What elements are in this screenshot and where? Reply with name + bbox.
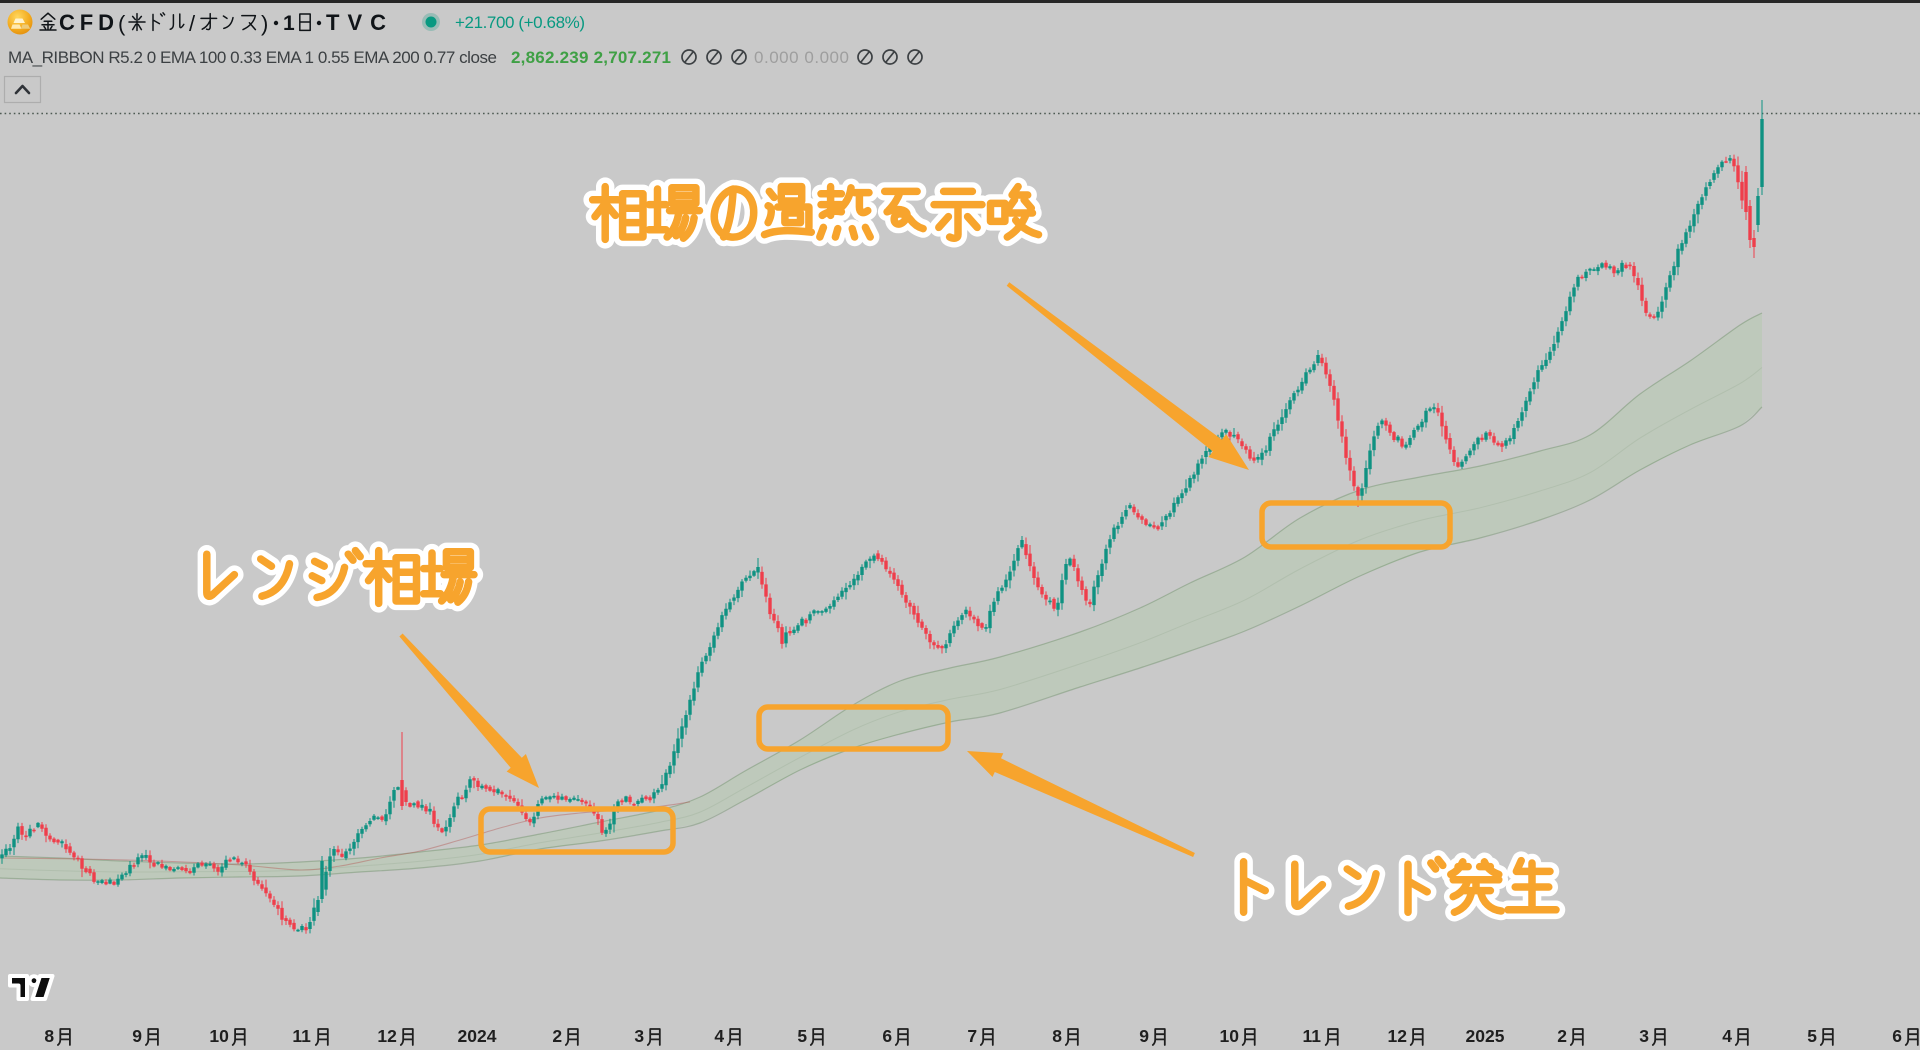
- svg-text:8: 8: [1052, 1026, 1062, 1046]
- svg-text:0.000 0.000: 0.000 0.000: [754, 48, 849, 67]
- svg-text:3: 3: [634, 1026, 644, 1046]
- svg-text:(: (: [118, 11, 126, 36]
- svg-text:6: 6: [882, 1026, 892, 1046]
- svg-text:8: 8: [44, 1026, 54, 1046]
- svg-text:5: 5: [1807, 1026, 1817, 1046]
- svg-text:4: 4: [714, 1026, 724, 1046]
- svg-text:4: 4: [1722, 1026, 1732, 1046]
- svg-text:): ): [261, 11, 268, 36]
- svg-text:5: 5: [797, 1026, 807, 1046]
- svg-text:CFD: CFD: [59, 10, 114, 35]
- svg-text:2,862.239 2,707.271: 2,862.239 2,707.271: [511, 48, 671, 67]
- svg-text:10: 10: [1220, 1026, 1240, 1046]
- svg-text:9: 9: [1139, 1026, 1149, 1046]
- svg-text:6: 6: [1892, 1026, 1902, 1046]
- svg-text:10: 10: [209, 1026, 229, 1046]
- svg-text:3: 3: [1639, 1026, 1649, 1046]
- svg-text:11: 11: [1303, 1026, 1322, 1046]
- svg-text:TVC: TVC: [326, 10, 386, 35]
- svg-text:2: 2: [552, 1026, 562, 1046]
- svg-text:+21.700 (+0.68%): +21.700 (+0.68%): [455, 13, 585, 32]
- svg-text:2024: 2024: [458, 1026, 497, 1046]
- svg-text:11: 11: [292, 1026, 311, 1046]
- svg-text:2: 2: [1557, 1026, 1567, 1046]
- svg-text:7: 7: [967, 1026, 977, 1046]
- svg-text:12: 12: [1388, 1026, 1408, 1046]
- svg-text:2025: 2025: [1466, 1026, 1505, 1046]
- svg-text:9: 9: [132, 1026, 142, 1046]
- svg-text:12: 12: [377, 1026, 397, 1046]
- svg-text:1: 1: [283, 12, 295, 35]
- svg-text:/: /: [189, 11, 196, 36]
- svg-text:MA_RIBBON R5.2 0 EMA 100 0.33: MA_RIBBON R5.2 0 EMA 100 0.33 EMA 1 0.55…: [8, 48, 497, 67]
